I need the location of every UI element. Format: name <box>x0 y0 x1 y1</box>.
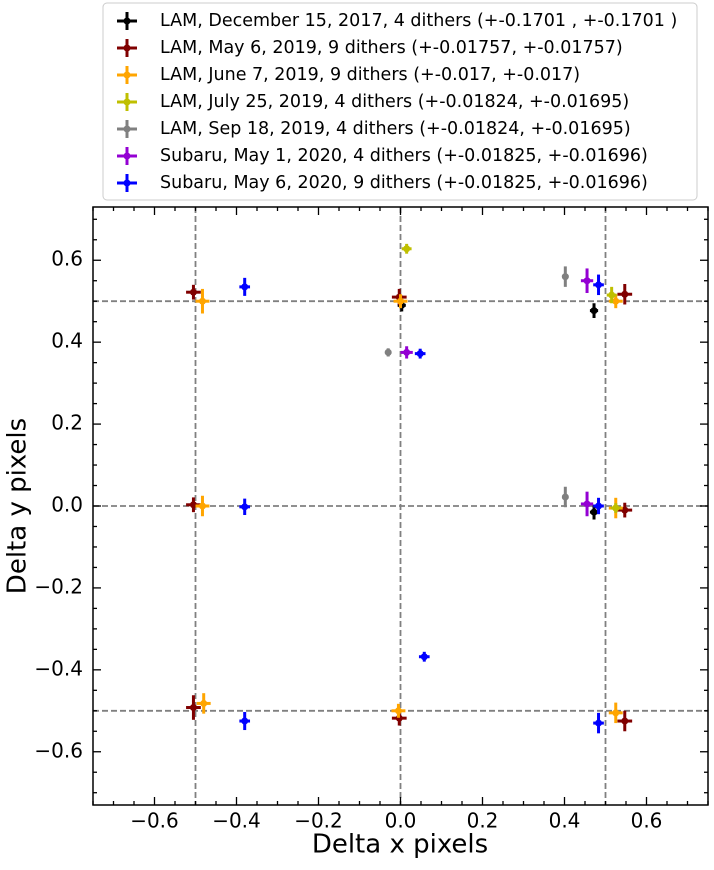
point <box>621 506 629 514</box>
x-tick-label: 0.2 <box>467 809 499 833</box>
legend-marker <box>123 44 131 52</box>
legend-label: LAM, May 6, 2019, 9 dithers (+-0.01757, … <box>160 38 623 58</box>
point <box>612 504 620 512</box>
y-tick-label: 0.2 <box>51 411 83 435</box>
point <box>200 699 208 707</box>
plot-frame <box>92 206 709 806</box>
point <box>590 307 598 315</box>
legend-marker <box>123 152 131 160</box>
x-tick-label: 0.4 <box>549 809 581 833</box>
y-tick-label: 0.0 <box>51 493 83 517</box>
point <box>189 704 197 712</box>
x-axis-label: Delta x pixels <box>312 830 488 860</box>
point <box>621 717 629 725</box>
legend-label: LAM, June 7, 2019, 9 dithers (+-0.017, +… <box>160 65 580 85</box>
point <box>416 350 424 358</box>
point <box>595 281 603 289</box>
y-tick-label: −0.6 <box>34 738 83 762</box>
legend-label: LAM, Sep 18, 2019, 4 dithers (+-0.01824,… <box>160 119 631 139</box>
legend-marker <box>123 98 131 106</box>
y-tick-label: 0.6 <box>51 247 83 271</box>
point <box>583 500 591 508</box>
point <box>561 273 569 281</box>
point <box>397 297 404 305</box>
point <box>241 503 249 511</box>
point <box>241 283 249 291</box>
point <box>608 291 616 299</box>
point <box>198 502 206 510</box>
y-axis-label: Delta y pixels <box>3 418 33 594</box>
point <box>561 493 569 501</box>
legend-box <box>102 2 698 201</box>
legend-label: LAM, July 25, 2019, 4 dithers (+-0.01824… <box>160 92 629 112</box>
point <box>612 297 620 305</box>
legend-marker <box>123 179 131 187</box>
x-tick-label: −0.2 <box>294 809 343 833</box>
point <box>595 502 603 510</box>
x-tick-label: −0.4 <box>212 809 261 833</box>
legend-marker <box>123 125 131 133</box>
point <box>403 245 411 253</box>
point <box>394 707 402 715</box>
point <box>189 501 197 509</box>
legend-label: Subaru, May 1, 2020, 4 dithers (+-0.0182… <box>160 146 648 166</box>
x-tick-label: 0.6 <box>631 809 663 833</box>
y-tick-label: −0.4 <box>34 656 83 680</box>
point <box>583 277 591 285</box>
legend-marker <box>123 17 131 25</box>
point <box>590 508 598 516</box>
point <box>621 290 629 298</box>
point <box>595 719 603 727</box>
point <box>241 717 249 725</box>
point <box>612 709 620 717</box>
point <box>384 348 392 356</box>
legend-marker <box>123 71 131 79</box>
y-tick-label: 0.4 <box>51 329 83 353</box>
point <box>420 653 428 661</box>
point <box>189 288 197 296</box>
legend-label: LAM, December 15, 2017, 4 dithers (+-0.1… <box>160 11 677 31</box>
x-tick-label: −0.6 <box>130 809 179 833</box>
x-tick-label: 0.0 <box>385 809 417 833</box>
point <box>198 297 206 305</box>
legend-label: Subaru, May 6, 2020, 9 dithers (+-0.0182… <box>160 173 648 193</box>
y-tick-label: −0.2 <box>34 574 83 598</box>
point <box>403 348 411 356</box>
